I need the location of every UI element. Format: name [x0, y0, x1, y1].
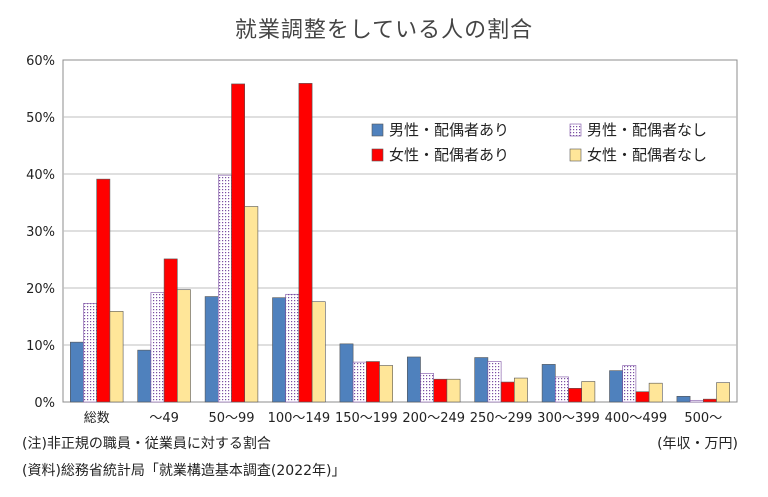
bar — [676, 395, 691, 403]
bar — [689, 399, 704, 403]
footnote: (注)非正規の職員・従業員に対する割合 — [22, 436, 271, 452]
y-tick-label: 60% — [26, 54, 55, 69]
bar — [311, 301, 326, 403]
y-tick-label: 10% — [26, 339, 55, 354]
bar — [70, 341, 84, 403]
bar — [204, 296, 219, 403]
x-tick-label: 総数 — [84, 411, 110, 426]
legend-swatch — [371, 123, 384, 137]
y-tick-label: 0% — [34, 396, 55, 411]
y-tick-label: 20% — [26, 282, 55, 297]
bar — [365, 361, 380, 403]
legend-label: 男性・配偶者なし — [587, 121, 707, 139]
bar — [231, 83, 245, 403]
x-tick-label: 250～299 — [470, 411, 533, 426]
source-note: (資料)総務省統計局「就業構造基本調査(2022年)」 — [22, 463, 346, 479]
bar — [474, 357, 489, 403]
bar — [285, 293, 300, 403]
bar — [500, 381, 515, 403]
bar — [648, 382, 663, 403]
bar — [298, 83, 313, 403]
chart-title: 就業調整をしている人の割合 — [234, 18, 534, 43]
x-tick-label: 50～99 — [208, 411, 254, 426]
bar — [568, 388, 582, 403]
bar — [272, 297, 286, 403]
bar — [702, 398, 717, 403]
bar — [487, 361, 502, 403]
bar — [716, 382, 730, 403]
bar — [406, 356, 421, 403]
x-tick-label: 200～249 — [402, 411, 465, 426]
x-tick-label: 500～ — [684, 411, 722, 426]
x-tick-label: 300～399 — [537, 411, 600, 426]
bar — [446, 378, 461, 403]
x-tick-label: 150～199 — [335, 411, 398, 426]
bar — [581, 381, 596, 403]
bar — [137, 349, 152, 403]
bar — [339, 343, 354, 403]
legend-swatch — [569, 148, 582, 162]
bar — [420, 373, 434, 403]
bar — [541, 364, 556, 403]
bar — [609, 370, 623, 403]
bar — [513, 377, 528, 403]
legend-label: 女性・配偶者なし — [587, 146, 707, 164]
legend-label: 男性・配偶者あり — [389, 121, 509, 139]
bar — [622, 365, 637, 403]
y-tick-label: 50% — [26, 111, 55, 126]
bar — [163, 258, 178, 403]
legend-swatch — [569, 123, 582, 137]
x-tick-label: 400～499 — [605, 411, 668, 426]
legend-label: 女性・配偶者あり — [389, 146, 509, 164]
x-tick-label: ～49 — [149, 411, 179, 426]
bar — [433, 378, 448, 403]
x-axis-unit-label: (年収・万円) — [657, 436, 738, 452]
y-tick-label: 40% — [26, 168, 55, 183]
bar — [177, 289, 191, 403]
y-tick-label: 30% — [26, 225, 55, 240]
bar-chart: 0% 10% 20% 30% 40% 50% 60% 総数 ～49 50～99 100～149 150… — [26, 54, 738, 426]
bar — [554, 376, 569, 403]
bar — [96, 178, 111, 403]
bar — [109, 311, 124, 403]
bar — [150, 292, 165, 403]
bar — [218, 174, 232, 403]
bar — [83, 303, 97, 403]
legend-swatch — [371, 148, 384, 162]
bar — [635, 391, 650, 403]
bar — [352, 361, 367, 403]
bar — [244, 206, 259, 403]
bar — [379, 365, 393, 403]
x-tick-label: 100～149 — [268, 411, 331, 426]
